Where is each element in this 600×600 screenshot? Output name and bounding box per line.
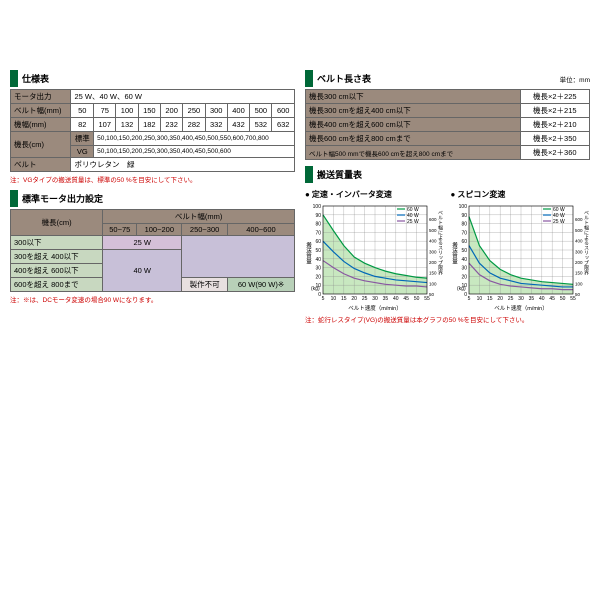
svg-text:50: 50 xyxy=(559,296,565,302)
mass-note: 注：蛇行レスタイプ(VG)の搬送質量は本グラフの50 %を目安にして下さい。 xyxy=(305,314,590,324)
svg-text:90: 90 xyxy=(461,213,467,219)
svg-text:50: 50 xyxy=(429,292,435,297)
svg-text:100: 100 xyxy=(313,204,322,210)
svg-text:搬送質量: 搬送質量 xyxy=(451,241,458,266)
svg-text:600: 600 xyxy=(575,217,583,222)
spec-table: モータ出力25 W、40 W、60 W ベルト幅(mm) 50751001502… xyxy=(10,89,295,172)
beltlen-table: 機長300 cm以下機長×2＋225 機長300 cmを超え400 cm以下機長… xyxy=(305,89,590,160)
svg-text:搬送質量: 搬送質量 xyxy=(305,241,312,266)
svg-text:20: 20 xyxy=(315,274,321,280)
svg-text:200: 200 xyxy=(429,260,437,265)
svg-text:10: 10 xyxy=(476,296,482,302)
svg-text:30: 30 xyxy=(518,296,524,302)
svg-text:35: 35 xyxy=(528,296,534,302)
chart2-title: スピコン変速 xyxy=(451,189,591,200)
mass-title: 搬送質量表 xyxy=(305,166,590,183)
svg-text:200: 200 xyxy=(575,260,583,265)
chart1-title: 定速・インバータ変速 xyxy=(305,189,445,200)
beltlen-title: ベルト長さ表 xyxy=(305,70,560,87)
svg-text:60: 60 xyxy=(461,239,467,245)
svg-text:20: 20 xyxy=(461,274,467,280)
svg-text:40: 40 xyxy=(393,296,399,302)
svg-text:30: 30 xyxy=(315,266,321,272)
motor-table: 機長(cm)ベルト幅(mm) 50~75100~200250~300400~60… xyxy=(10,209,295,292)
svg-text:500: 500 xyxy=(429,228,437,233)
svg-text:50: 50 xyxy=(315,248,321,254)
spec-note: 注：VGタイプの搬送質量は、標準の50 %を目安にして下さい。 xyxy=(10,174,295,184)
svg-text:40: 40 xyxy=(315,257,321,263)
svg-text:150: 150 xyxy=(575,271,583,276)
svg-text:30: 30 xyxy=(372,296,378,302)
svg-text:100: 100 xyxy=(429,281,437,286)
svg-text:400: 400 xyxy=(575,239,583,244)
svg-text:25: 25 xyxy=(362,296,368,302)
svg-text:35: 35 xyxy=(383,296,389,302)
svg-text:100: 100 xyxy=(458,204,467,210)
svg-text:25 W: 25 W xyxy=(407,219,419,225)
svg-text:(kg): (kg) xyxy=(457,286,466,292)
svg-text:300: 300 xyxy=(575,249,583,254)
svg-text:70: 70 xyxy=(315,230,321,236)
svg-text:60: 60 xyxy=(315,239,321,245)
svg-text:ベルト速度（m/min）: ベルト速度（m/min） xyxy=(348,304,401,312)
svg-text:20: 20 xyxy=(497,296,503,302)
svg-text:45: 45 xyxy=(403,296,409,302)
svg-text:(kg): (kg) xyxy=(311,286,320,292)
svg-text:ベルト速度（m/min）: ベルト速度（m/min） xyxy=(494,304,547,312)
spec-title: 仕様表 xyxy=(10,70,295,87)
svg-text:300: 300 xyxy=(429,249,437,254)
svg-text:5: 5 xyxy=(322,296,325,302)
motor-note: 注：※は、DCモータ変速の場合90 Wになります。 xyxy=(10,294,295,304)
svg-text:100: 100 xyxy=(575,281,583,286)
svg-text:500: 500 xyxy=(575,228,583,233)
chart1: 0102030405060708090100510152025303540455… xyxy=(305,202,443,312)
motor-title: 標準モータ出力設定 xyxy=(10,190,295,207)
svg-text:90: 90 xyxy=(315,213,321,219)
svg-text:10: 10 xyxy=(331,296,337,302)
svg-text:150: 150 xyxy=(429,271,437,276)
svg-text:30: 30 xyxy=(461,266,467,272)
svg-text:600: 600 xyxy=(429,217,437,222)
svg-text:70: 70 xyxy=(461,230,467,236)
beltlen-unit: 単位：mm xyxy=(560,74,590,84)
svg-text:50: 50 xyxy=(461,248,467,254)
svg-text:45: 45 xyxy=(549,296,555,302)
svg-text:ベルト幅によるスリップ限界: ベルト幅によるスリップ限界 xyxy=(437,210,443,276)
svg-text:400: 400 xyxy=(429,239,437,244)
svg-text:50: 50 xyxy=(414,296,420,302)
svg-text:80: 80 xyxy=(315,222,321,228)
svg-text:40: 40 xyxy=(539,296,545,302)
svg-text:20: 20 xyxy=(351,296,357,302)
svg-text:80: 80 xyxy=(461,222,467,228)
chart2: 0102030405060708090100510152025303540455… xyxy=(451,202,589,312)
svg-text:25 W: 25 W xyxy=(553,219,565,225)
svg-text:ベルト幅によるスリップ限界: ベルト幅によるスリップ限界 xyxy=(583,210,589,276)
svg-text:50: 50 xyxy=(575,292,581,297)
svg-text:15: 15 xyxy=(487,296,493,302)
svg-text:25: 25 xyxy=(507,296,513,302)
svg-text:40: 40 xyxy=(461,257,467,263)
svg-text:5: 5 xyxy=(467,296,470,302)
svg-text:15: 15 xyxy=(341,296,347,302)
